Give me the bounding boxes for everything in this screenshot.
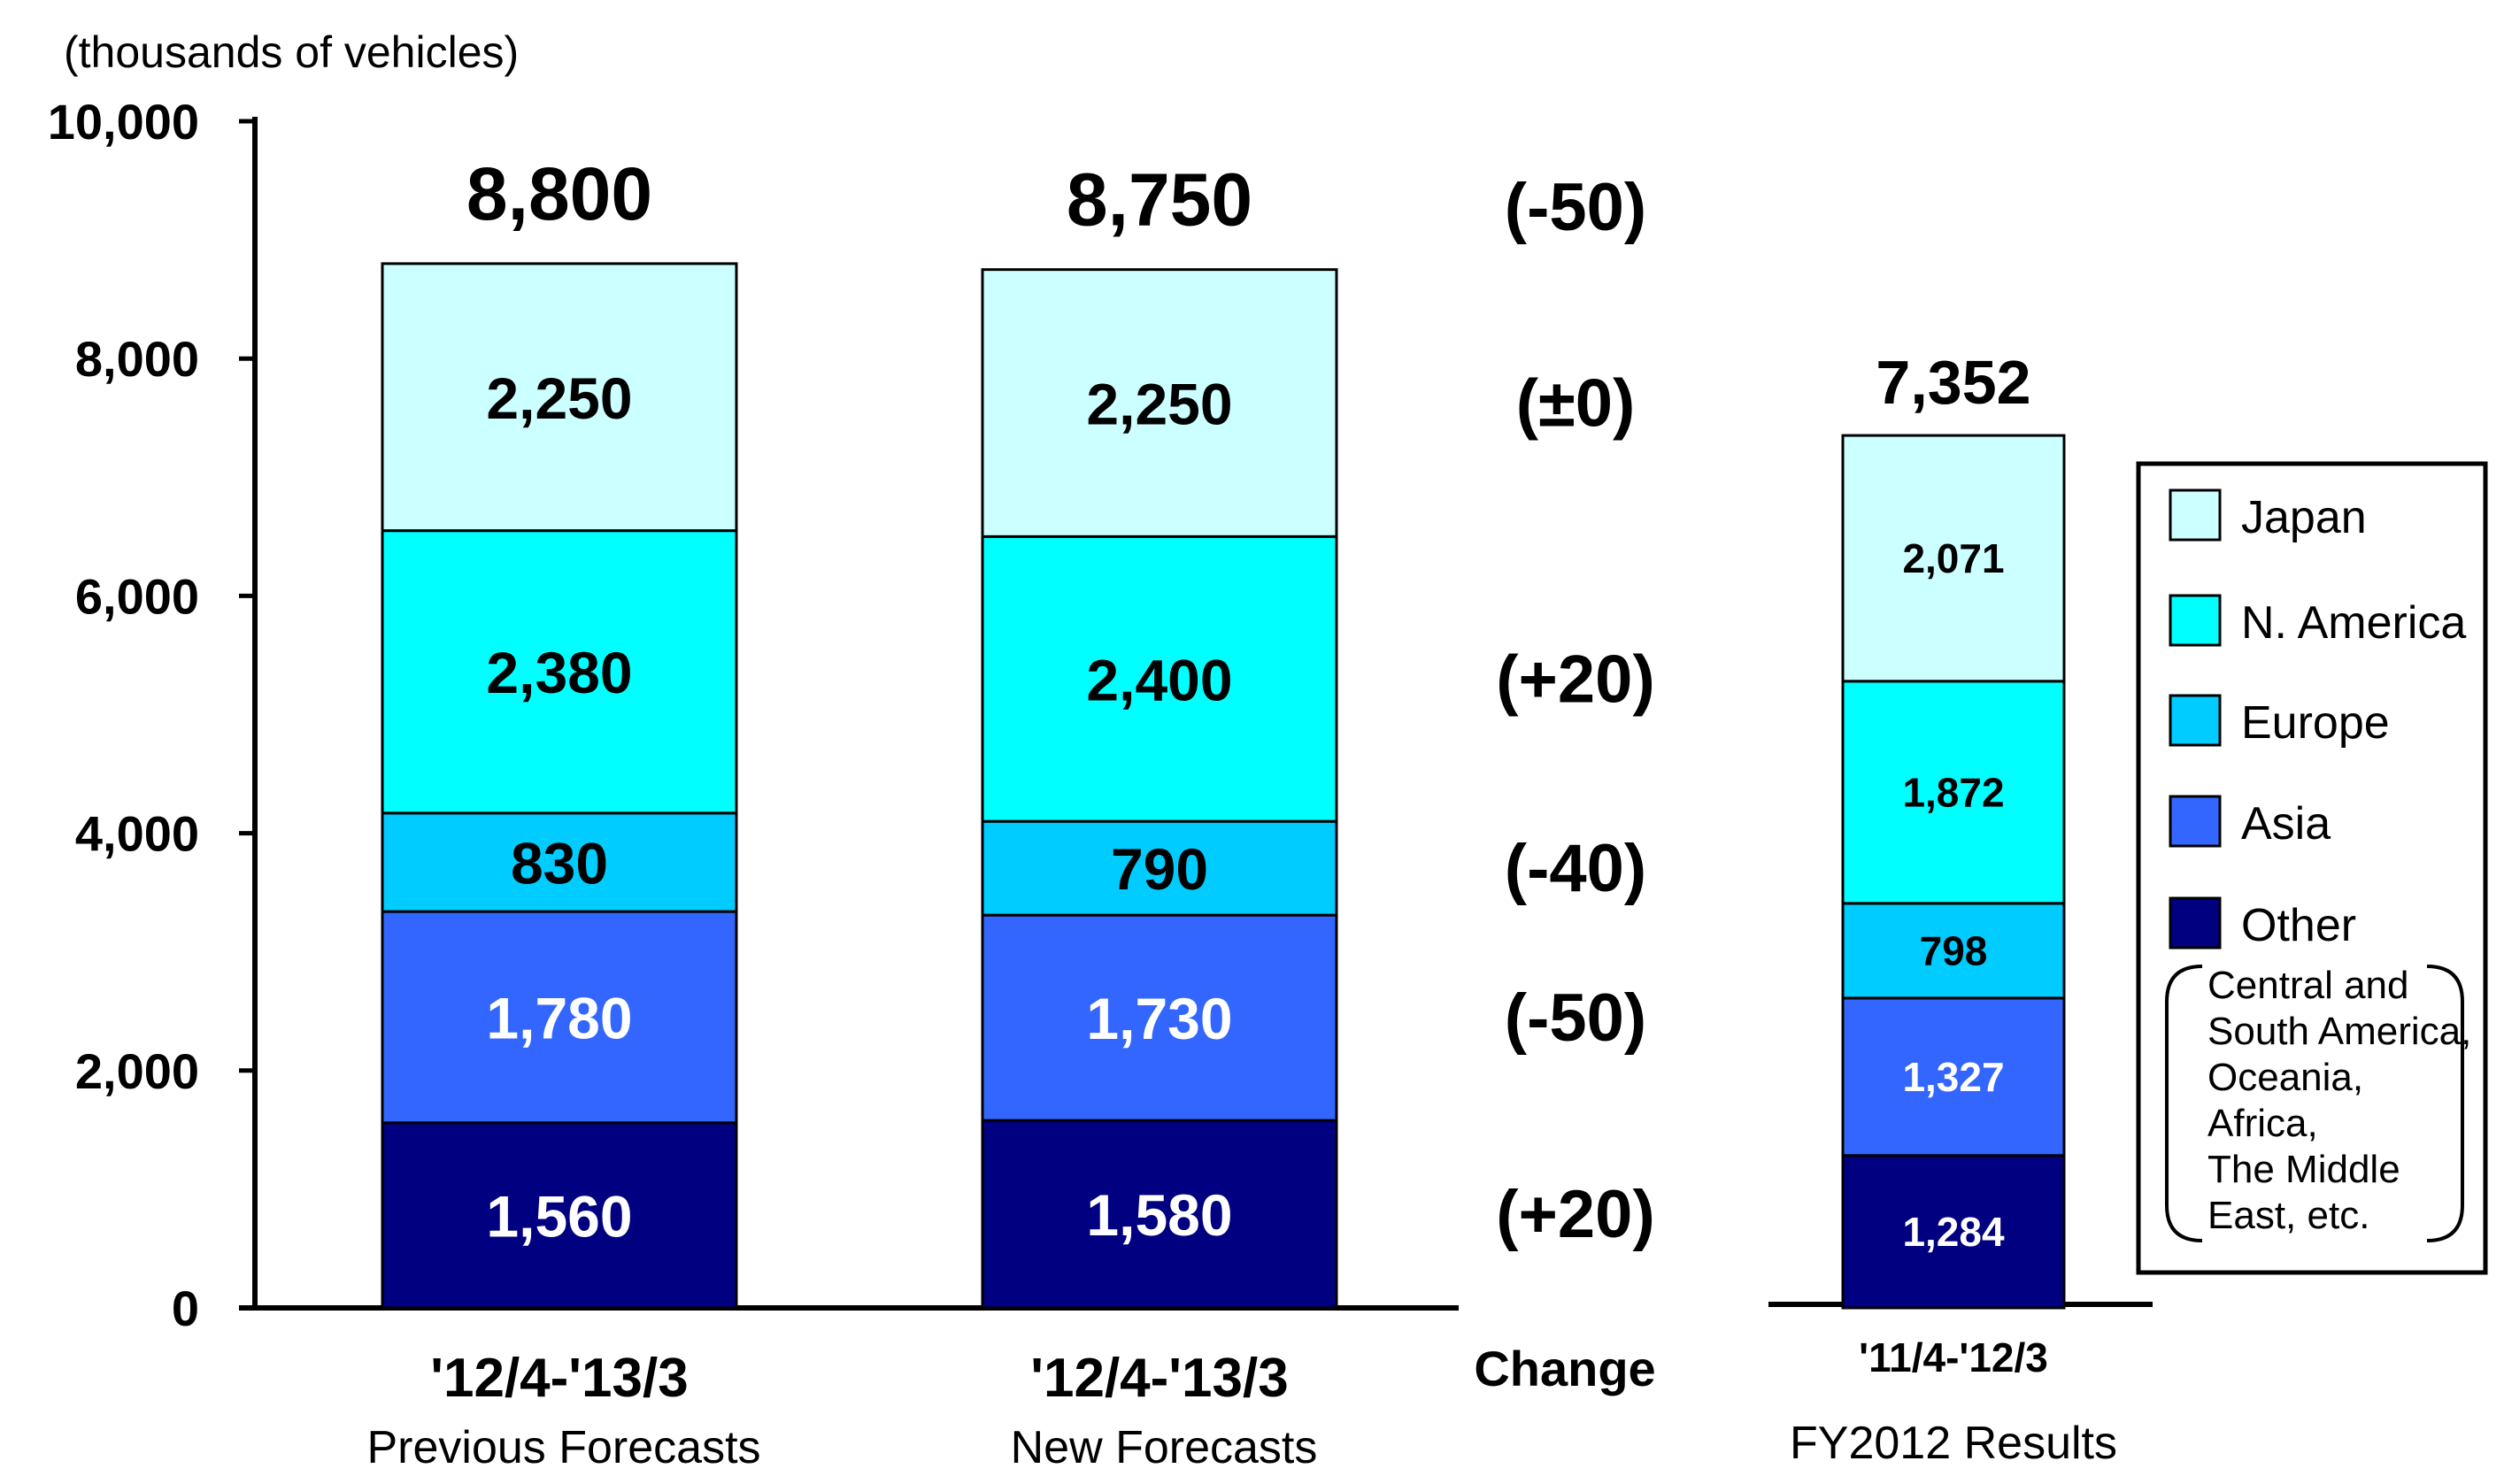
segment-value-label: 2,400 xyxy=(1086,647,1232,712)
segment-value-label: 1,284 xyxy=(1902,1209,2005,1255)
bar-segment-other xyxy=(981,1119,1338,1310)
bars-group: 1,560 1,780 830 2,380 2,250 8,800 1,580 1,730 79… xyxy=(381,152,2066,1310)
segment-value-label: 830 xyxy=(511,830,608,896)
bar-segment-other xyxy=(1841,1154,2066,1310)
segment-value-label: 1,780 xyxy=(486,985,632,1050)
bar-segment-japan xyxy=(981,268,1338,538)
bar-total-label: 8,750 xyxy=(1067,158,1252,242)
segment-value-label: 1,872 xyxy=(1902,769,2004,815)
legend-label: Japan xyxy=(2241,492,2367,543)
segment-value-label: 1,560 xyxy=(486,1183,632,1249)
segment-value-label: 1,730 xyxy=(1086,986,1232,1051)
segment-value-label: 2,071 xyxy=(1902,535,2004,581)
change-value: (-50) xyxy=(1505,980,1646,1056)
y-tick-label: 10,000 xyxy=(48,94,199,150)
unit-label: (thousands of vehicles) xyxy=(64,27,519,77)
other-note-line: South America, xyxy=(2207,1010,2471,1053)
legend-label: N. America xyxy=(2241,597,2466,649)
legend-swatch xyxy=(2169,594,2222,647)
category-name-label: New Forecasts xyxy=(1011,1422,1318,1473)
segment-value-label: 798 xyxy=(1920,927,1988,973)
legend: Japan N. America Europe Asia Other Central an… xyxy=(2136,461,2488,1275)
bar-segment-n-america xyxy=(981,534,1338,823)
bar-total-label: 7,352 xyxy=(1876,348,2030,417)
y-tick-label: 2,000 xyxy=(75,1043,199,1099)
x-axis-labels: '12/4-'13/3 Previous Forecasts '12/4-'13/3… xyxy=(366,1334,2117,1473)
segment-value-label: 1,327 xyxy=(1902,1054,2004,1100)
other-note-line: East, etc. xyxy=(2207,1194,2369,1237)
legend-label: Asia xyxy=(2241,798,2331,850)
segment-value-label: 790 xyxy=(1111,836,1208,902)
y-tick-label: 0 xyxy=(172,1280,199,1336)
legend-label: Other xyxy=(2241,900,2356,951)
bar-segment-n-america xyxy=(1841,680,2066,905)
category-name-label: Previous Forecasts xyxy=(366,1422,760,1473)
change-value: (+20) xyxy=(1496,1177,1655,1252)
category-period-label: '12/4-'13/3 xyxy=(1030,1348,1288,1409)
change-value: (+20) xyxy=(1496,642,1655,717)
bar-segment-europe xyxy=(381,811,738,913)
y-tick-label: 8,000 xyxy=(75,331,199,387)
bar-segment-japan xyxy=(1841,434,2066,683)
category-period-label: '11/4-'12/3 xyxy=(1859,1334,2048,1380)
segment-value-label: 2,380 xyxy=(486,640,632,705)
change-header: Change xyxy=(1474,1341,1655,1396)
note-bracket-right xyxy=(2426,965,2464,1242)
bar-segment-asia xyxy=(981,913,1338,1122)
other-note-line: Oceania, xyxy=(2207,1056,2363,1099)
note-bracket-left xyxy=(2165,965,2203,1242)
bar-segment-asia xyxy=(1841,996,2066,1157)
bar-segment-japan xyxy=(381,262,738,533)
segment-value-label: 2,250 xyxy=(486,365,632,431)
y-tick-label: 6,000 xyxy=(75,568,199,624)
change-total: (-50) xyxy=(1505,170,1646,245)
legend-label: Europe xyxy=(2241,697,2390,749)
bar-segment-europe xyxy=(1841,902,2066,1000)
category-name-label: FY2012 Results xyxy=(1790,1418,2117,1469)
other-note-line: Africa, xyxy=(2207,1102,2318,1145)
legend-swatch xyxy=(2169,896,2222,950)
y-axis: 0 2,000 4,000 6,000 8,000 10,000 xyxy=(48,94,2153,1336)
change-value: (-40) xyxy=(1505,831,1646,906)
bar-segment-europe xyxy=(981,819,1338,917)
other-note-line: Central and xyxy=(2207,964,2408,1007)
category-period-label: '12/4-'13/3 xyxy=(430,1348,688,1409)
segment-value-label: 1,580 xyxy=(1086,1182,1232,1248)
change-value: (±0) xyxy=(1516,365,1636,441)
bar-segment-asia xyxy=(381,910,738,1125)
bar-segment-other xyxy=(381,1121,738,1310)
other-note-line: The Middle xyxy=(2207,1148,2400,1191)
change-column: Change (+20) (-50) (-40) (+20) (±0) (-50) xyxy=(1474,170,1655,1396)
y-tick-label: 4,000 xyxy=(75,806,199,862)
legend-swatch xyxy=(2169,694,2222,747)
bar-segment-n-america xyxy=(381,529,738,815)
legend-swatch xyxy=(2169,488,2222,542)
legend-swatch xyxy=(2169,795,2222,848)
bar-total-label: 8,800 xyxy=(466,152,652,235)
segment-value-label: 2,250 xyxy=(1086,371,1232,436)
